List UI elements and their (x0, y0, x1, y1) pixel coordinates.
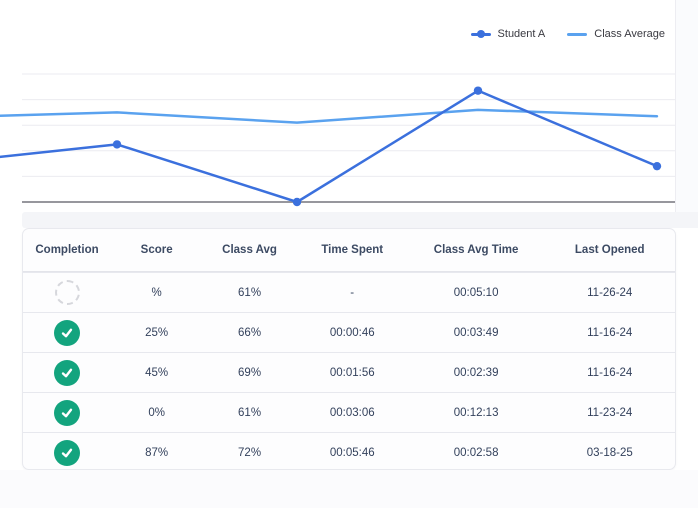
legend-item-student-a[interactable]: Student A (470, 28, 546, 40)
column-header-score: Score (140, 244, 173, 256)
completion-cell (23, 399, 111, 426)
class-avg-time-cell: 00:05:10 (453, 286, 499, 299)
student-a-series-marker-icon (470, 30, 491, 38)
complete-checkmark-icon (54, 319, 80, 346)
last-opened-cell: 03-18-25 (586, 446, 633, 459)
last-opened-cell: 11-16-24 (587, 366, 633, 379)
completion-cell (23, 319, 111, 346)
time-spent-cell: 00:00:46 (329, 326, 375, 339)
completion-cell (23, 439, 111, 466)
completion-cell (23, 359, 111, 386)
complete-checkmark-icon (54, 359, 80, 386)
legend-label: Class Average (594, 28, 665, 40)
class-average-series-marker-icon (567, 32, 588, 36)
chart-card-right-edge (675, 0, 698, 212)
last-opened-cell: 11-26-24 (587, 286, 633, 299)
time-spent-cell: - (350, 286, 355, 299)
score-cell: 25% (145, 326, 169, 339)
class-avg-cell: 61% (238, 406, 262, 419)
page-background (0, 470, 698, 508)
score-cell: 87% (145, 446, 169, 459)
last-opened-cell: 11-16-24 (587, 326, 633, 339)
class-avg-cell: 72% (238, 446, 262, 459)
score-cell: 45% (145, 366, 169, 379)
time-spent-cell: 00:05:46 (329, 446, 375, 459)
complete-checkmark-icon (54, 439, 80, 466)
column-header-last-opened: Last Opened (574, 244, 645, 256)
table-row[interactable]: 87% 72% 00:05:46 00:02:58 03-18-25 (23, 432, 675, 469)
class-avg-time-cell: 00:02:39 (453, 366, 499, 379)
last-opened-cell: 11-23-24 (587, 406, 633, 419)
table-row[interactable]: 0% 61% 00:03:06 00:12:13 11-23-24 (23, 392, 675, 432)
class-avg-cell: 69% (238, 366, 262, 379)
class-avg-time-cell: 00:12:13 (453, 406, 499, 419)
class-avg-cell: 66% (238, 326, 262, 339)
legend-label: Student A (497, 28, 546, 40)
completion-cell (23, 280, 111, 305)
performance-chart (0, 73, 676, 207)
class-avg-time-cell: 00:03:49 (453, 326, 499, 339)
class-avg-time-cell: 00:02:58 (453, 446, 499, 459)
chart-legend: Student A Class Average (470, 28, 665, 40)
section-divider (22, 212, 698, 228)
incomplete-dashed-circle-icon (54, 280, 80, 305)
score-cell: 0% (148, 406, 165, 419)
column-header-class-avg: Class Avg (222, 244, 277, 256)
column-header-time-spent: Time Spent (321, 244, 384, 256)
complete-checkmark-icon (54, 399, 80, 426)
time-spent-cell: 00:03:06 (329, 406, 375, 419)
assignments-table: Completion Score Class Avg Time Spent Cl… (22, 228, 676, 470)
class-avg-cell: 61% (238, 286, 262, 299)
column-header-completion: Completion (35, 244, 99, 256)
time-spent-cell: 00:01:56 (329, 366, 375, 379)
performance-chart-card (0, 0, 676, 212)
score-cell: % (151, 286, 162, 299)
table-header-row: Completion Score Class Avg Time Spent Cl… (23, 229, 675, 272)
table-row[interactable]: 25% 66% 00:00:46 00:03:49 11-16-24 (23, 312, 675, 352)
legend-item-class-average[interactable]: Class Average (567, 28, 665, 40)
table-row[interactable]: 45% 69% 00:01:56 00:02:39 11-16-24 (23, 352, 675, 392)
table-row[interactable]: % 61% - 00:05:10 11-26-24 (23, 272, 675, 312)
column-header-class-avg-time: Class Avg Time (433, 244, 519, 256)
